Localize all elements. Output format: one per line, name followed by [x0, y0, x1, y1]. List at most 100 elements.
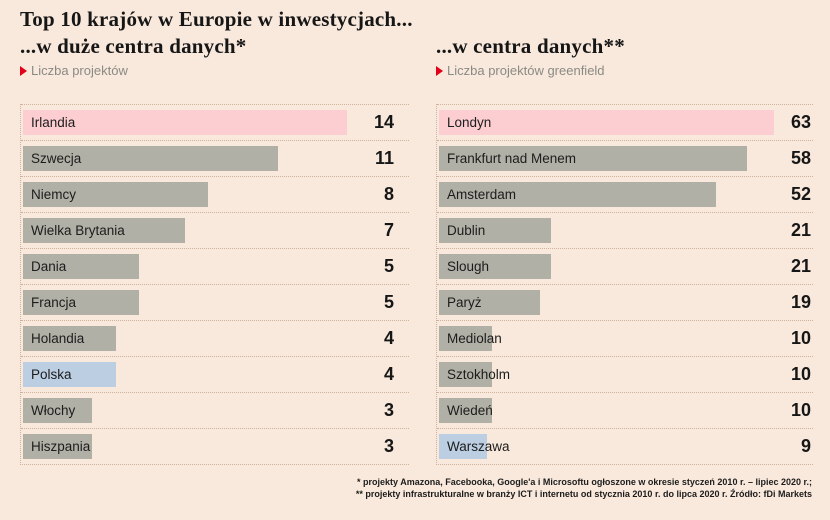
bar-track	[439, 254, 774, 279]
bar-label: Slough	[447, 259, 490, 274]
bar-value: 58	[790, 148, 811, 168]
bar-track	[23, 398, 347, 423]
bar-value: 4	[383, 364, 394, 384]
bar	[439, 326, 493, 351]
bar-track	[439, 290, 774, 315]
bar	[439, 398, 493, 423]
bar-value: 9	[800, 436, 811, 456]
bar-value: 63	[790, 112, 811, 132]
bar	[439, 146, 748, 171]
bar-row: Wiedeń 10	[437, 392, 813, 428]
bar	[439, 182, 716, 207]
bar	[23, 218, 185, 243]
bullet-triangle-icon	[20, 65, 27, 76]
bar-track	[23, 182, 347, 207]
bar-row: Irlandia 14	[21, 104, 409, 140]
bar-row: Slough 21	[437, 248, 813, 284]
bar-label: Wiedeń	[447, 403, 493, 418]
bar-value: 52	[790, 184, 811, 204]
bar-label: Mediolan	[447, 331, 502, 346]
bar-label: Szwecja	[31, 151, 82, 166]
bar-row: Hiszpania 3	[21, 428, 409, 464]
bar-row: Amsterdam 52	[437, 176, 813, 212]
bar-value: 21	[790, 220, 811, 240]
bar-track	[439, 326, 774, 351]
bar-value: 14	[373, 112, 394, 132]
bar-row: Niemcy 8	[21, 176, 409, 212]
bar-value: 7	[383, 220, 394, 240]
bar-track	[23, 254, 347, 279]
bar	[23, 146, 278, 171]
bar-track	[23, 326, 347, 351]
bar-value: 10	[790, 328, 811, 348]
bar-label: Polska	[31, 367, 72, 382]
bar-row: Frankfurt nad Menem 58	[437, 140, 813, 176]
bar-track	[23, 110, 347, 135]
bar	[439, 290, 541, 315]
footnotes: * projekty Amazona, Facebooka, Google'a …	[356, 476, 812, 500]
bar-value: 10	[790, 364, 811, 384]
bar-label: Dublin	[447, 223, 486, 238]
bar-chart-data-centers: Londyn 63 Frankfurt nad Menem 58 Amsterdam 52…	[436, 104, 813, 465]
bar	[439, 110, 774, 135]
bar-label: Amsterdam	[447, 187, 517, 202]
main-title-line1: Top 10 krajów w Europie w inwestycjach..…	[20, 7, 413, 31]
bar	[439, 434, 487, 459]
bar-row: Warszawa 9	[437, 428, 813, 464]
bar-label: Irlandia	[31, 115, 76, 130]
bar-label: Warszawa	[447, 439, 510, 454]
bar-value: 8	[383, 184, 394, 204]
bar-row: Holandia 4	[21, 320, 409, 356]
bar-track	[439, 434, 774, 459]
bar-track	[439, 146, 774, 171]
bar	[23, 434, 93, 459]
footnote-1: * projekty Amazona, Facebooka, Google'a …	[357, 477, 812, 487]
bar	[23, 110, 347, 135]
right-chart-subtitle: Liczba projektów greenfield	[436, 63, 605, 78]
bar-track	[23, 218, 347, 243]
bar-row: Dania 5	[21, 248, 409, 284]
bar-track	[23, 434, 347, 459]
bar-value: 4	[383, 328, 394, 348]
bar-label: Wielka Brytania	[31, 223, 125, 238]
bar-track	[23, 362, 347, 387]
bar-value: 10	[790, 400, 811, 420]
bar	[23, 326, 116, 351]
bar-row: Dublin 21	[437, 212, 813, 248]
bar-value: 3	[383, 400, 394, 420]
bar-track	[439, 110, 774, 135]
bar-track	[439, 362, 774, 387]
bar-value: 21	[790, 256, 811, 276]
bar-label: Hiszpania	[31, 439, 91, 454]
bar	[23, 182, 209, 207]
right-chart-subtitle-label: Liczba projektów greenfield	[447, 63, 605, 78]
bar-track	[439, 182, 774, 207]
bar-row: Sztokholm 10	[437, 356, 813, 392]
bar	[23, 398, 93, 423]
bar	[439, 254, 551, 279]
right-chart-title: ...w centra danych**	[436, 34, 625, 58]
bar-label: Dania	[31, 259, 67, 274]
bar	[439, 362, 493, 387]
bar-label: Paryż	[447, 295, 482, 310]
bar-value: 3	[383, 436, 394, 456]
bar-label: Londyn	[447, 115, 492, 130]
bar-label: Holandia	[31, 331, 85, 346]
bar-row: Szwecja 11	[21, 140, 409, 176]
bar-row: Polska 4	[21, 356, 409, 392]
left-chart-subtitle-label: Liczba projektów	[31, 63, 128, 78]
bar-value: 19	[790, 292, 811, 312]
bar-label: Francja	[31, 295, 77, 310]
bar-track	[23, 290, 347, 315]
main-title: Top 10 krajów w Europie w inwestycjach..…	[20, 6, 413, 60]
bar-row: Londyn 63	[437, 104, 813, 140]
bar-chart-large-data-centers: Irlandia 14 Szwecja 11 Niemcy 8 Wielka Brytani…	[20, 104, 409, 465]
bar-label: Włochy	[31, 403, 76, 418]
bar-row: Francja 5	[21, 284, 409, 320]
bar-track	[23, 146, 347, 171]
bar-value: 5	[383, 292, 394, 312]
bar-row: Paryż 19	[437, 284, 813, 320]
bar-row: Mediolan 10	[437, 320, 813, 356]
bar-label: Frankfurt nad Menem	[447, 151, 577, 166]
